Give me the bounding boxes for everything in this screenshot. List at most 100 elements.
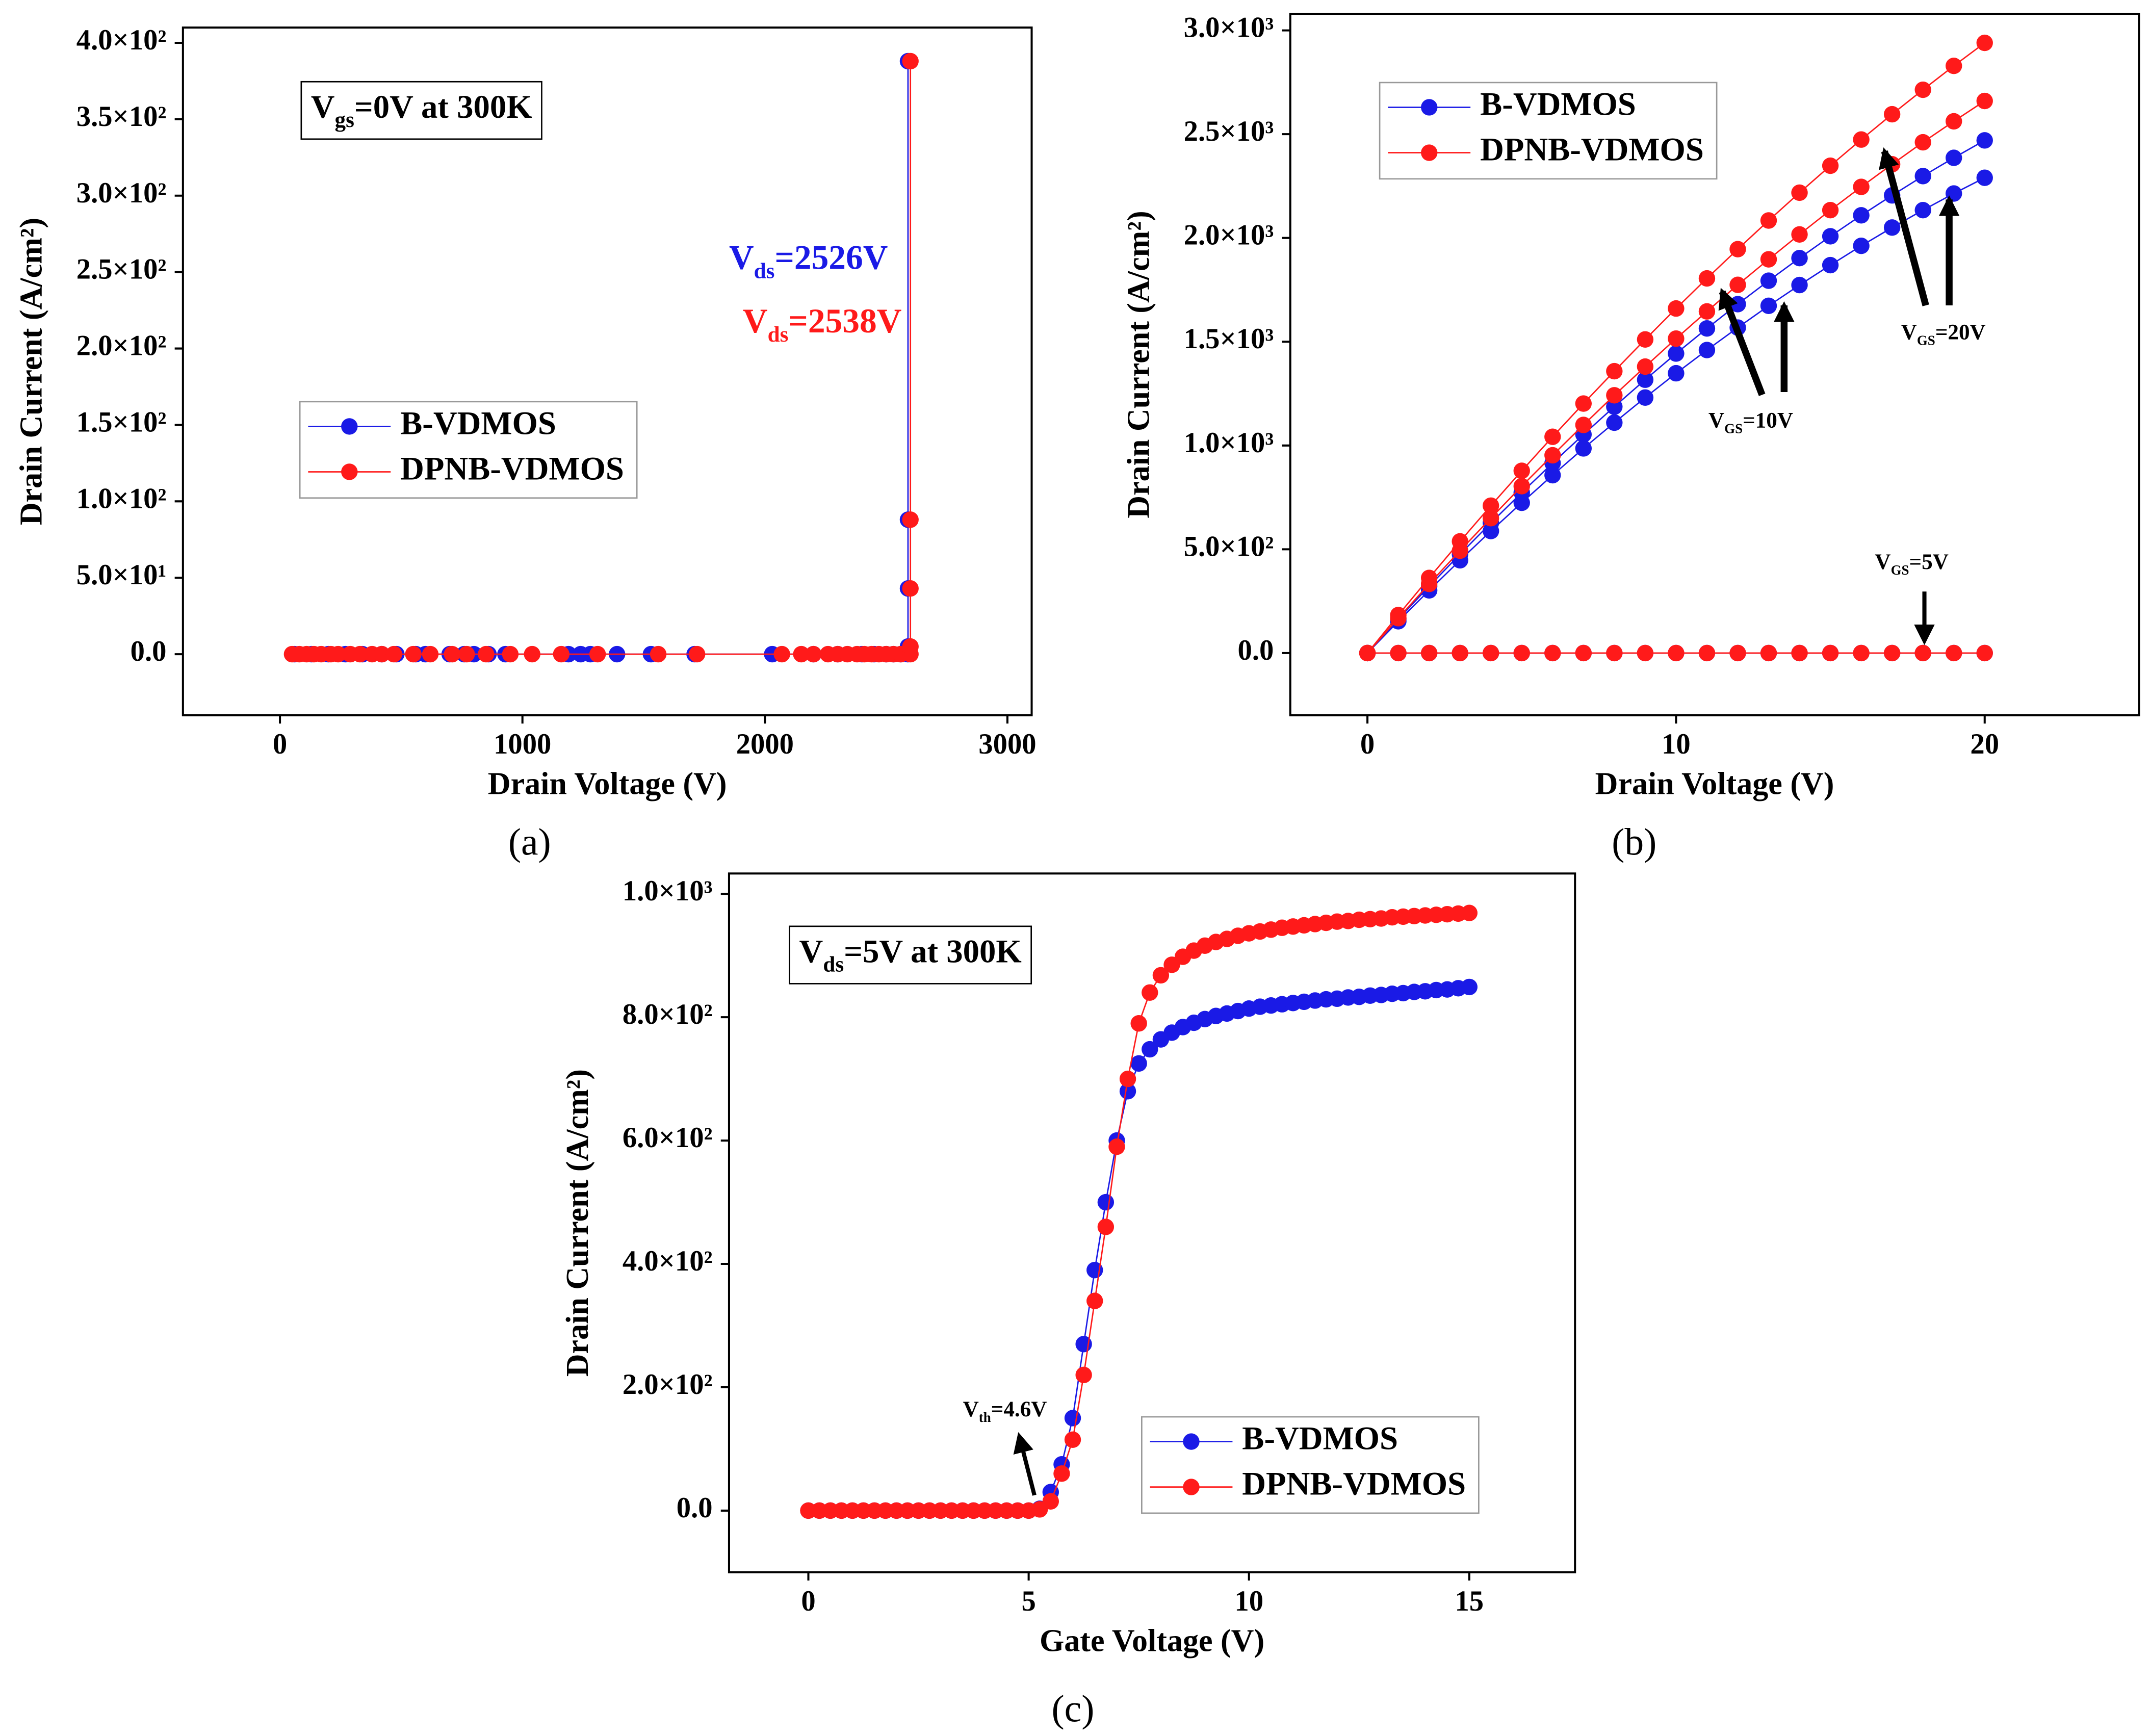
data-point <box>1086 1292 1103 1309</box>
arrow <box>1718 288 1766 396</box>
arrows <box>1013 147 1960 1496</box>
y-tick-label: 2.5×10² <box>76 254 167 286</box>
data-point <box>1513 494 1530 511</box>
data-point <box>1914 168 1931 185</box>
data-point <box>524 645 540 663</box>
data-point <box>1461 904 1478 921</box>
x-tick-label: 5 <box>1021 1586 1035 1617</box>
data-point <box>1152 967 1170 984</box>
annotation-part: =2538V <box>788 302 901 340</box>
plot-frame <box>1289 13 2140 717</box>
annotation-part: V <box>311 89 335 125</box>
legend-marker <box>1421 144 1438 161</box>
annotation-part: =5V <box>1909 550 1949 574</box>
data-point <box>385 645 402 663</box>
data-point <box>330 645 347 663</box>
annotation: Vds=5V at 300K <box>799 933 1022 977</box>
data-point <box>1637 358 1654 375</box>
legend-label: DPNB-VDMOS <box>1480 131 1704 168</box>
data-point <box>1130 1015 1147 1032</box>
y-tick-label: 3.0×10³ <box>1184 12 1274 44</box>
y-tick-label: 1.0×10³ <box>1184 427 1274 459</box>
plot-frame <box>182 26 1033 717</box>
data-point <box>1853 644 1870 662</box>
annotation-part: =20V <box>1935 321 1986 345</box>
data-point <box>1822 228 1839 245</box>
y-tick-label: 8.0×10² <box>623 999 713 1030</box>
data-point <box>1452 644 1468 662</box>
data-point <box>1822 256 1839 274</box>
x-tick-label: 20 <box>1970 729 1999 760</box>
data-point <box>1513 462 1530 479</box>
data-point <box>1946 149 1962 166</box>
data-point <box>1637 331 1654 348</box>
data-point <box>1698 270 1716 287</box>
annotation-part: ds <box>754 260 775 283</box>
annotation-part: ds <box>823 953 844 977</box>
data-point <box>1606 362 1623 380</box>
data-point <box>1575 395 1592 412</box>
annotation: VGS=20V <box>1901 321 1986 348</box>
data-point <box>1108 1138 1125 1155</box>
x-tick-label: 15 <box>1455 1586 1484 1617</box>
data-point <box>1760 251 1777 268</box>
data-point <box>1075 1366 1092 1383</box>
x-axis-title: Drain Voltage (V) <box>1595 767 1834 801</box>
data-point <box>1119 1070 1136 1087</box>
data-point <box>805 645 822 663</box>
x-tick-label: 2000 <box>736 729 794 760</box>
data-point <box>1791 249 1808 267</box>
legend-marker <box>1421 99 1438 116</box>
data-point <box>1142 1041 1158 1058</box>
data-point <box>1729 644 1746 662</box>
y-tick-label: 5.0×10² <box>1184 531 1274 562</box>
y-tick-label: 0.0 <box>677 1492 713 1524</box>
data-point <box>1822 157 1839 174</box>
data-point <box>1042 1493 1059 1510</box>
data-point <box>1976 132 1993 149</box>
data-point <box>1606 644 1623 662</box>
data-point <box>1053 1465 1070 1482</box>
data-point <box>1760 644 1777 662</box>
x-tick-label: 10 <box>1234 1586 1263 1617</box>
data-point <box>650 645 667 663</box>
data-point <box>1760 272 1777 289</box>
data-point <box>1729 276 1746 293</box>
data-point <box>1698 342 1716 358</box>
data-point <box>444 645 460 663</box>
legend-box <box>299 401 638 499</box>
data-point <box>1544 447 1561 464</box>
annotation-part: th <box>979 1410 991 1425</box>
series-line <box>292 61 912 655</box>
data-point <box>1064 1410 1081 1427</box>
legend-label: B-VDMOS <box>400 405 556 442</box>
data-point <box>1883 106 1901 123</box>
y-tick-label: 4.0×10² <box>76 24 167 56</box>
data-point <box>1097 1219 1115 1235</box>
y-axis-title: Drain Current (A/cm²) <box>14 218 49 525</box>
y-tick-label: 3.5×10² <box>76 101 167 133</box>
data-point <box>478 645 495 663</box>
data-point <box>1883 219 1901 236</box>
series-line <box>294 61 909 655</box>
legend-label: DPNB-VDMOS <box>400 450 624 487</box>
legend-marker <box>1183 1479 1200 1495</box>
y-tick-label: 1.5×10³ <box>1184 323 1274 355</box>
data-point <box>1853 207 1870 224</box>
data-point <box>1606 414 1623 431</box>
x-tick-label: 10 <box>1662 729 1691 760</box>
data-point <box>1461 978 1478 996</box>
data-point <box>1544 467 1561 484</box>
data-point <box>688 645 706 663</box>
data-point <box>1668 345 1685 362</box>
y-tick-label: 4.0×10² <box>623 1246 713 1277</box>
caption: (a) <box>508 821 551 864</box>
y-tick-label: 2.0×10³ <box>1184 220 1274 251</box>
y-tick-label: 2.0×10² <box>623 1369 713 1401</box>
legend: B-VDMOS DPNB-VDMOS <box>1379 82 1718 180</box>
data-point <box>405 645 422 663</box>
y-tick-label: 2.5×10³ <box>1184 116 1274 147</box>
data-point <box>1606 387 1623 404</box>
